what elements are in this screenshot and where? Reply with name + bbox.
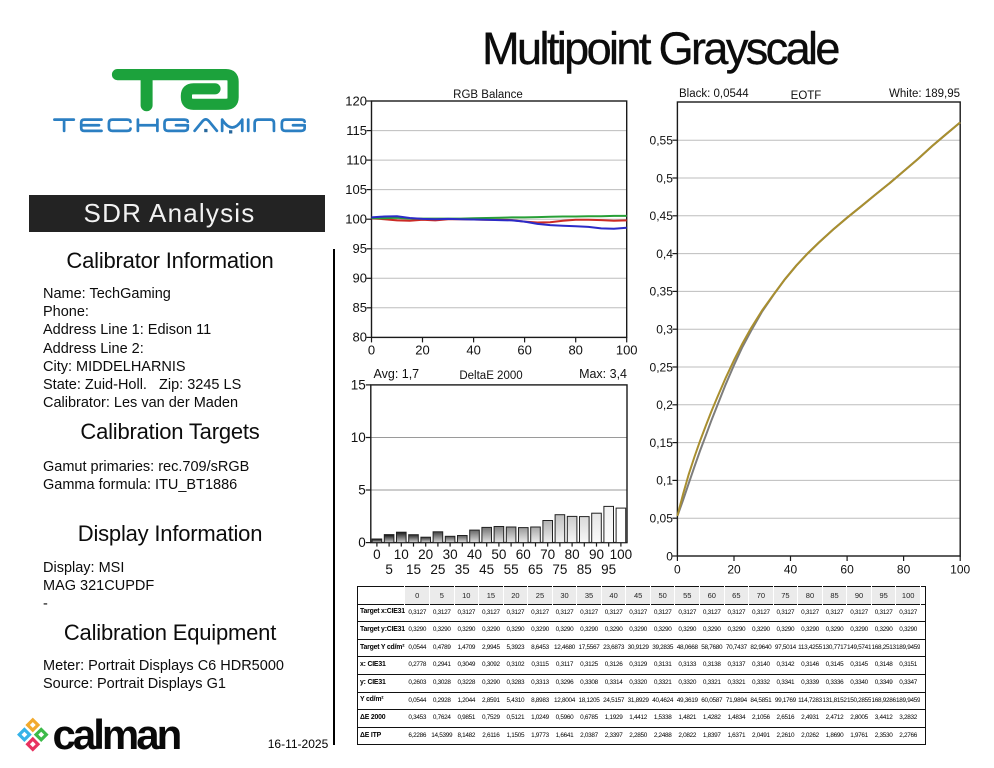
svg-text:0,5: 0,5 (656, 171, 673, 185)
svg-text:110: 110 (346, 152, 367, 167)
svg-text:0,3: 0,3 (656, 323, 673, 337)
svg-text:0,55: 0,55 (650, 134, 674, 148)
svg-text:15: 15 (406, 562, 421, 577)
svg-text:0: 0 (674, 563, 681, 577)
svg-text:100: 100 (610, 547, 633, 562)
svg-text:0,1: 0,1 (656, 474, 673, 488)
svg-text:0,05: 0,05 (650, 512, 674, 526)
svg-text:85: 85 (353, 300, 367, 315)
svg-text:50: 50 (491, 547, 506, 562)
svg-text:25: 25 (430, 562, 445, 577)
svg-text:5: 5 (385, 562, 393, 577)
svg-text:45: 45 (479, 562, 494, 577)
svg-text:Avg: 1,7: Avg: 1,7 (374, 367, 420, 381)
svg-text:0,25: 0,25 (650, 360, 674, 374)
svg-text:100: 100 (345, 212, 367, 227)
svg-text:95: 95 (601, 562, 616, 577)
svg-text:0: 0 (666, 549, 673, 563)
svg-text:0: 0 (368, 342, 375, 357)
svg-text:RGB Balance: RGB Balance (453, 89, 523, 101)
svg-text:80: 80 (565, 547, 580, 562)
svg-text:65: 65 (528, 562, 543, 577)
svg-text:10: 10 (351, 430, 366, 445)
svg-text:0,15: 0,15 (650, 436, 674, 450)
svg-text:80: 80 (353, 330, 367, 345)
svg-text:70: 70 (540, 547, 555, 562)
svg-text:0,2: 0,2 (656, 398, 673, 412)
svg-text:90: 90 (589, 547, 604, 562)
svg-text:30: 30 (443, 547, 458, 562)
svg-text:80: 80 (568, 342, 582, 357)
svg-text:90: 90 (353, 271, 367, 286)
svg-text:40: 40 (784, 563, 798, 577)
svg-text:40: 40 (467, 547, 482, 562)
svg-text:20: 20 (415, 342, 429, 357)
svg-text:80: 80 (897, 563, 911, 577)
svg-text:115: 115 (346, 123, 367, 138)
svg-text:0,4: 0,4 (656, 247, 673, 261)
svg-text:100: 100 (950, 563, 970, 577)
svg-text:60: 60 (517, 342, 531, 357)
svg-text:100: 100 (616, 342, 638, 357)
svg-text:75: 75 (552, 562, 567, 577)
svg-text:40: 40 (466, 342, 480, 357)
svg-text:120: 120 (345, 93, 367, 108)
svg-text:EOTF: EOTF (791, 90, 822, 102)
svg-text:DeltaE 2000: DeltaE 2000 (459, 370, 522, 382)
svg-text:20: 20 (727, 563, 741, 577)
svg-text:0: 0 (373, 547, 381, 562)
svg-text:60: 60 (840, 563, 854, 577)
svg-text:20: 20 (418, 547, 433, 562)
svg-text:55: 55 (504, 562, 519, 577)
svg-text:85: 85 (577, 562, 592, 577)
svg-text:Max: 3,4: Max: 3,4 (579, 367, 627, 381)
svg-text:95: 95 (353, 241, 367, 256)
svg-text:35: 35 (455, 562, 470, 577)
svg-text:White: 189,95: White: 189,95 (889, 88, 960, 100)
svg-text:0: 0 (358, 535, 366, 550)
svg-text:10: 10 (394, 547, 409, 562)
svg-text:0,45: 0,45 (650, 209, 674, 223)
svg-text:15: 15 (351, 377, 366, 392)
svg-text:0,35: 0,35 (650, 285, 674, 299)
svg-text:105: 105 (345, 182, 367, 197)
svg-text:Black: 0,0544: Black: 0,0544 (679, 88, 749, 100)
svg-text:5: 5 (358, 483, 366, 498)
svg-text:60: 60 (516, 547, 531, 562)
